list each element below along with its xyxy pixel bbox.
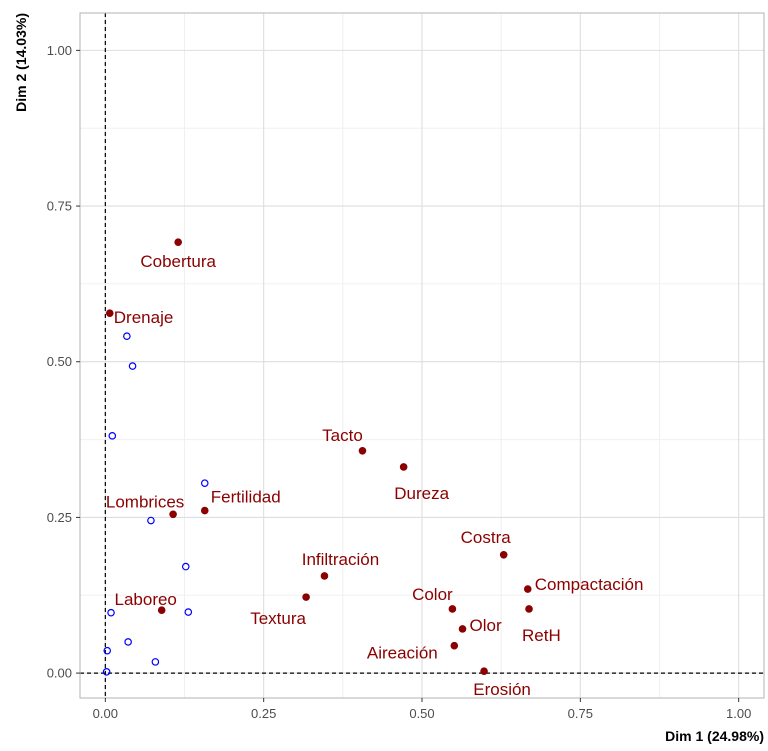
variable-label: Aireación: [367, 644, 438, 663]
variable-point-drenaje: [105, 309, 114, 317]
y-tick-label: 0.00: [47, 666, 72, 681]
supplementary-point: [200, 479, 209, 487]
variable-point-lombrices: [169, 510, 177, 519]
variable-point-textura: [302, 593, 310, 601]
variable-label: Drenaje: [114, 308, 174, 327]
variable-point-color: [448, 605, 457, 613]
x-axis-title: Dim 1 (24.98%): [665, 728, 764, 744]
supplementary-point: [147, 516, 155, 525]
variable-point-reth: [525, 605, 533, 613]
variable-label: Color: [412, 585, 453, 604]
supplementary-point: [108, 432, 117, 440]
reference-lines: [80, 13, 764, 698]
variable-label: Cobertura: [140, 252, 216, 271]
variable-labels: Cobertura Drenaje Tacto Dureza Lombrices Fert…: [106, 252, 644, 699]
variable-point-olor: [458, 625, 467, 633]
x-axis-ticks: 0.00 0.25 0.50 0.75 1.00: [93, 698, 751, 721]
x-tick-label: 0.25: [251, 706, 276, 721]
variable-label: Laboreo: [115, 590, 177, 609]
y-tick-label: 0.50: [47, 354, 72, 369]
variable-label: Erosión: [473, 680, 531, 699]
supplementary-point: [124, 638, 132, 646]
y-axis-title: Dim 2 (14.03%): [13, 13, 29, 112]
supplementary-point: [151, 658, 160, 666]
x-tick-label: 0.50: [409, 706, 434, 721]
variable-label: Dureza: [394, 484, 449, 503]
supplementary-point: [128, 362, 137, 370]
variable-points: [105, 238, 533, 676]
x-tick-label: 0.00: [93, 706, 118, 721]
variable-point-aireación: [450, 641, 459, 650]
variable-point-dureza: [399, 463, 408, 471]
supplementary-point: [123, 332, 131, 340]
supplementary-point: [102, 668, 111, 676]
variable-label: Olor: [470, 616, 502, 635]
variable-label: Infiltración: [302, 550, 379, 569]
supplementary-point: [103, 646, 112, 655]
supplementary-points: [102, 332, 209, 676]
x-tick-label: 0.75: [568, 706, 593, 721]
supplementary-point: [181, 562, 190, 571]
variable-label: Tacto: [322, 426, 363, 445]
variable-point-tacto: [358, 446, 367, 455]
variable-point-erosión: [480, 667, 488, 676]
variable-point-costra: [499, 550, 508, 559]
y-tick-label: 0.25: [47, 510, 72, 525]
variable-point-cobertura: [174, 238, 182, 246]
variable-point-fertilidad: [200, 506, 209, 515]
variable-point-infiltración: [320, 572, 329, 580]
y-tick-label: 1.00: [47, 43, 72, 58]
y-axis-ticks: 0.00 0.25 0.50 0.75 1.00: [47, 43, 80, 681]
variable-point-laboreo: [157, 606, 166, 614]
variable-label: Compactación: [535, 575, 644, 594]
supplementary-point: [107, 608, 115, 617]
variable-label: Lombrices: [106, 492, 184, 511]
variable-label: Fertilidad: [211, 488, 281, 507]
variable-point-compactación: [523, 585, 532, 593]
variable-label: RetH: [522, 626, 561, 645]
variable-label: Textura: [250, 609, 306, 628]
y-tick-label: 0.75: [47, 199, 72, 214]
variable-label: Costra: [461, 528, 512, 547]
supplementary-point: [184, 608, 193, 616]
x-tick-label: 1.00: [726, 706, 751, 721]
